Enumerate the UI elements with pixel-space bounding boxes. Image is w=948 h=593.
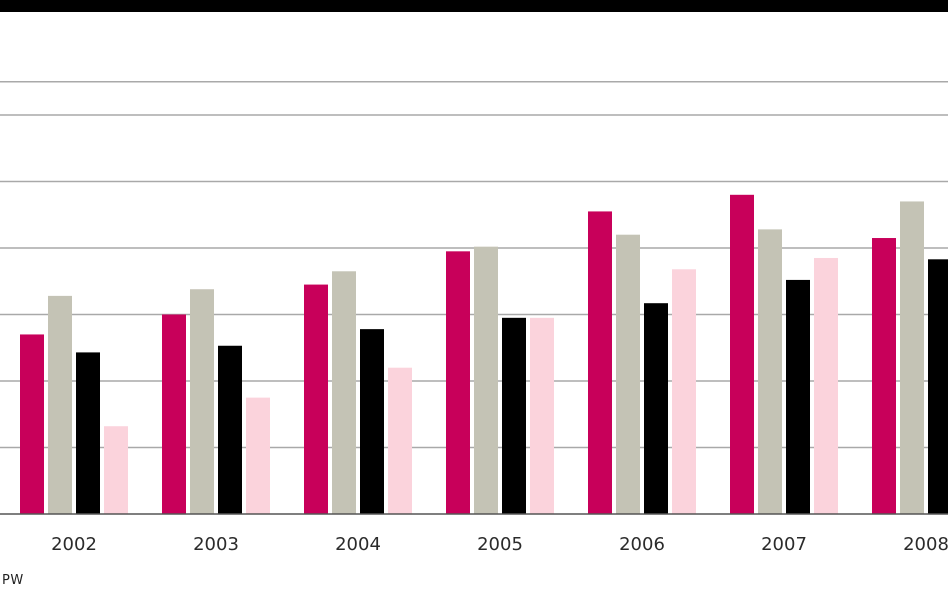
bar-2002-series-1 [20,334,44,514]
x-tick-label: 2003 [193,534,239,555]
bar-2003-series-2 [190,289,214,514]
bar-2004-series-4 [388,367,412,514]
bar-2002-series-3 [76,352,100,514]
bar-2007-series-1 [730,194,754,515]
bar-2008-series-3 [928,259,948,514]
bar-2002-series-2 [48,295,72,514]
bar-2004-series-2 [332,271,356,514]
bar-2006-series-4 [672,269,696,514]
bar-2008-series-2 [900,201,924,514]
bar-2006-series-3 [644,303,668,514]
bar-2005-series-3 [502,317,526,514]
bar-2003-series-1 [162,314,186,514]
bar-2003-series-3 [218,345,242,514]
bar-2008-series-1 [872,238,896,514]
x-tick-labels: 2002 2003 2004 2005 2006 2007 2008 [51,534,948,555]
bar-2003-series-4 [246,397,270,514]
source-label: PW [2,573,24,588]
x-tick-label: 2002 [51,534,97,555]
bar-2006-series-2 [616,234,640,514]
bar-2005-series-4 [530,317,554,514]
top-rule [0,0,948,12]
bar-2007-series-4 [814,257,838,514]
bar-2007-series-3 [786,279,810,514]
bar-2002-series-4 [104,426,128,514]
x-tick-label: 2006 [619,534,665,555]
bar-2005-series-1 [446,251,470,514]
bar-2005-series-2 [474,246,498,515]
bar-2004-series-3 [360,329,384,514]
x-tick-label: 2005 [477,534,523,555]
bar-2004-series-1 [304,284,328,514]
x-tick-label: 2004 [335,534,381,555]
bar-2007-series-2 [758,229,782,514]
x-tick-label: 2008 [903,534,948,555]
x-tick-label: 2007 [761,534,807,555]
bar-2006-series-1 [588,211,612,515]
bars [20,194,948,515]
